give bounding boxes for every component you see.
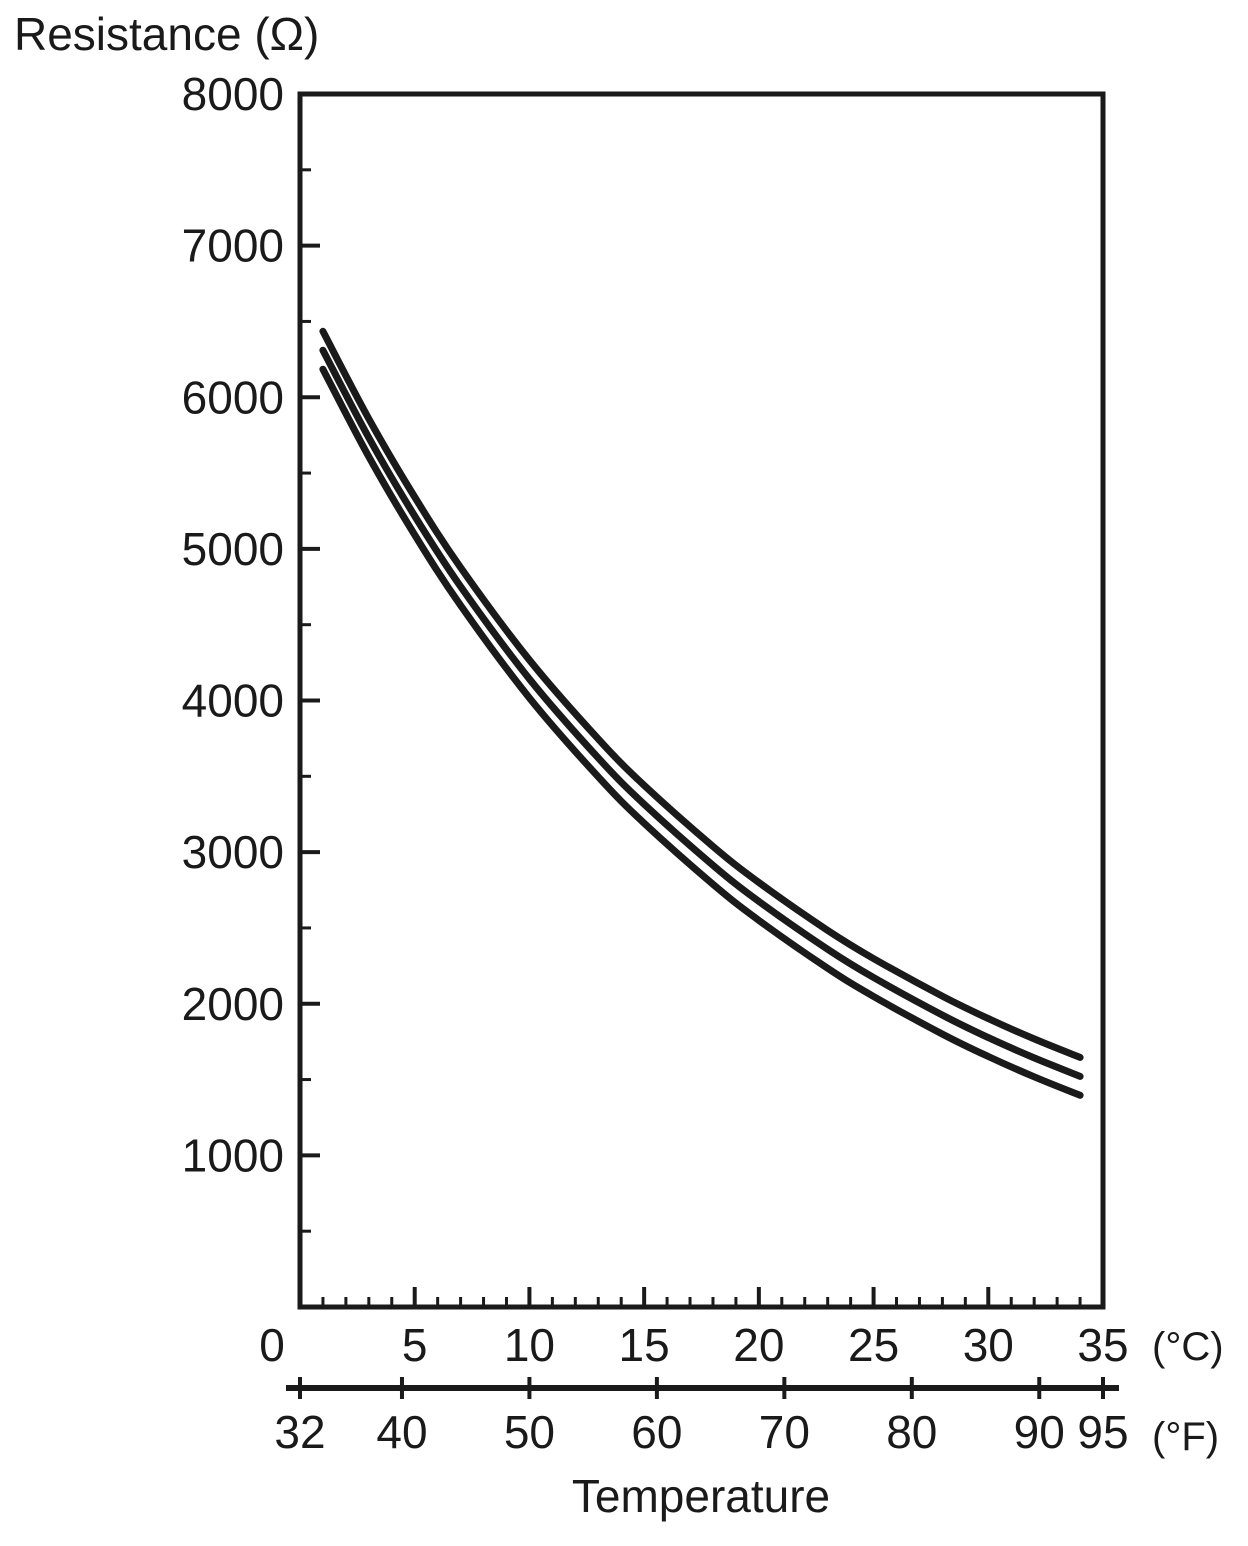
y-tick-label: 2000	[182, 978, 284, 1030]
x-origin-label: 0	[259, 1319, 285, 1371]
y-tick-label: 8000	[182, 68, 284, 120]
x-fahrenheit-tick-label: 90	[1014, 1406, 1065, 1458]
plot-border	[297, 91, 1106, 1310]
y-tick-label: 7000	[182, 220, 284, 272]
x-fahrenheit-tick-label: 60	[631, 1406, 682, 1458]
y-tick-label: 5000	[182, 523, 284, 575]
curve-nominal	[319, 346, 1084, 1080]
y-tick-label: 6000	[182, 371, 284, 423]
x-fahrenheit-tick-label: 50	[504, 1406, 555, 1458]
x-celsius-tick-label: 15	[619, 1319, 670, 1371]
x-celsius-tick-label: 35	[1077, 1319, 1128, 1371]
x-fahrenheit-tick-label: 32	[274, 1406, 325, 1458]
x-fahrenheit-tick-label: 80	[886, 1406, 937, 1458]
y-tick-label: 4000	[182, 675, 284, 727]
x-fahrenheit-tick-label: 40	[376, 1406, 427, 1458]
x-axis-title: Temperature	[572, 1470, 830, 1522]
fahrenheit-unit-label: (°F)	[1152, 1415, 1219, 1459]
x-celsius-tick-label: 25	[848, 1319, 899, 1371]
x-celsius-tick-label: 30	[963, 1319, 1014, 1371]
x-celsius-tick-label: 20	[733, 1319, 784, 1371]
x-celsius-tick-label: 10	[504, 1319, 555, 1371]
celsius-unit-label: (°C)	[1152, 1325, 1224, 1369]
y-tick-label: 3000	[182, 826, 284, 878]
y-tick-label: 1000	[182, 1129, 284, 1181]
y-axis-title: Resistance (Ω)	[14, 8, 319, 60]
curve-upper-tolerance	[319, 327, 1084, 1061]
x-celsius-tick-label: 5	[402, 1319, 428, 1371]
curve-lower-tolerance	[319, 365, 1084, 1099]
x-fahrenheit-tick-label: 70	[759, 1406, 810, 1458]
plot-area: 1000 2000 3000 4000 5000 6000 7000 8000 5 10 15 20 2…	[182, 68, 1129, 1458]
x-fahrenheit-tick-label: 95	[1077, 1406, 1128, 1458]
